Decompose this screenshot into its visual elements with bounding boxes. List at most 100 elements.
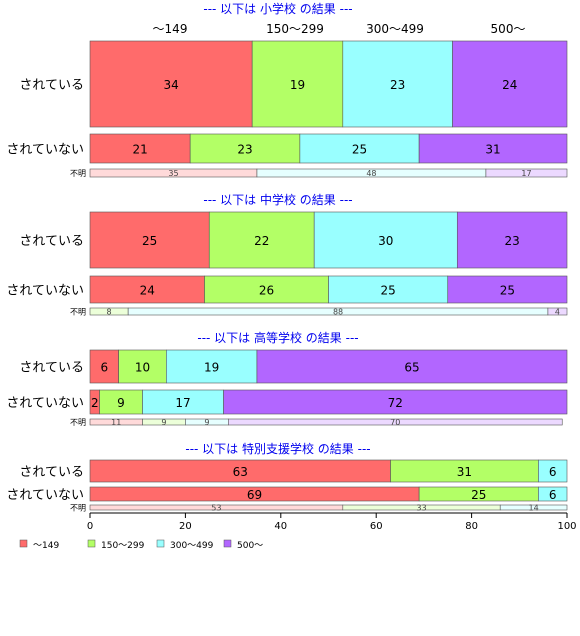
row-label: されている bbox=[19, 234, 84, 249]
legend-label: ～149 bbox=[33, 541, 59, 551]
legend-swatch bbox=[87, 539, 96, 548]
bar-value-label: 8 bbox=[107, 308, 112, 317]
bar-segment bbox=[118, 349, 167, 384]
bar-value-label: 11 bbox=[111, 418, 121, 427]
bar-value-label: 88 bbox=[333, 308, 343, 317]
x-tick-label: 80 bbox=[465, 521, 478, 532]
bar-segment bbox=[142, 389, 224, 415]
bar-value-label: 31 bbox=[457, 465, 472, 479]
x-tick-label: 60 bbox=[370, 521, 383, 532]
bar-value-label: 65 bbox=[404, 361, 419, 375]
bar-segment bbox=[89, 133, 191, 164]
bar-segment bbox=[342, 40, 453, 128]
bar-value-label: 26 bbox=[259, 284, 274, 298]
bar-segment bbox=[538, 459, 568, 483]
bar-value-label: 70 bbox=[390, 418, 400, 427]
row-label: されていない bbox=[6, 396, 84, 411]
column-header-label: ～149 bbox=[153, 22, 188, 36]
bar-value-label: 48 bbox=[366, 169, 376, 178]
bar-value-label: 53 bbox=[211, 504, 221, 513]
panel-title: --- 以下は 中学校 の結果 --- bbox=[203, 192, 352, 207]
bar-segment bbox=[485, 168, 568, 178]
bar-segment bbox=[89, 211, 210, 269]
row-label: 不明 bbox=[70, 418, 86, 427]
legend-label: 500～ bbox=[237, 541, 263, 551]
bar-segment bbox=[99, 389, 143, 415]
legend-swatch bbox=[19, 539, 28, 548]
bar-value-label: 25 bbox=[352, 143, 367, 157]
bar-value-label: 10 bbox=[135, 361, 150, 375]
bar-segment bbox=[547, 307, 568, 316]
bar-segment bbox=[418, 133, 568, 164]
bar-value-label: 63 bbox=[233, 465, 248, 479]
bar-value-label: 25 bbox=[142, 234, 157, 248]
bar-value-label: 4 bbox=[555, 308, 560, 317]
bar-value-label: 2 bbox=[91, 396, 99, 410]
bar-value-label: 9 bbox=[204, 418, 209, 427]
bar-value-label: 25 bbox=[500, 284, 515, 298]
bar-value-label: 21 bbox=[132, 143, 147, 157]
bar-value-label: 22 bbox=[254, 234, 269, 248]
x-tick-label: 0 bbox=[87, 521, 93, 532]
bar-segment bbox=[208, 211, 315, 269]
bar-value-label: 24 bbox=[502, 78, 517, 92]
bar-segment bbox=[452, 40, 568, 128]
bar-value-label: 31 bbox=[485, 143, 500, 157]
bar-value-label: 34 bbox=[163, 78, 178, 92]
bar-value-label: 19 bbox=[290, 78, 305, 92]
row-label: 不明 bbox=[70, 504, 86, 513]
bar-value-label: 6 bbox=[549, 488, 557, 502]
bar-value-label: 23 bbox=[505, 234, 520, 248]
bar-value-label: 6 bbox=[549, 465, 557, 479]
bar-segment bbox=[251, 40, 344, 128]
bar-segment bbox=[166, 349, 258, 384]
bar-segment bbox=[538, 486, 568, 502]
bar-value-label: 72 bbox=[388, 396, 403, 410]
column-header-label: 150～299 bbox=[266, 22, 324, 36]
bar-segment bbox=[89, 275, 205, 304]
legend-swatch bbox=[156, 539, 165, 548]
bar-value-label: 69 bbox=[247, 488, 262, 502]
legend-label: 150～299 bbox=[101, 541, 145, 551]
bar-segment bbox=[313, 211, 458, 269]
bar-value-label: 33 bbox=[416, 504, 426, 513]
bar-value-label: 19 bbox=[204, 361, 219, 375]
bar-segment bbox=[447, 275, 568, 304]
row-label: されている bbox=[19, 465, 84, 480]
bar-value-label: 25 bbox=[471, 488, 486, 502]
row-label: されていない bbox=[6, 284, 84, 299]
row-label: 不明 bbox=[70, 169, 86, 178]
legend-label: 300～499 bbox=[170, 541, 214, 551]
bar-value-label: 9 bbox=[161, 418, 166, 427]
panel-title: --- 以下は 小学校 の結果 --- bbox=[203, 1, 352, 16]
panel-title: --- 以下は 高等学校 の結果 --- bbox=[197, 330, 358, 345]
bar-value-label: 23 bbox=[237, 143, 252, 157]
bar-segment bbox=[189, 133, 301, 164]
bar-value-label: 35 bbox=[168, 169, 178, 178]
bar-segment bbox=[256, 349, 568, 384]
legend-swatch bbox=[223, 539, 232, 548]
bar-value-label: 23 bbox=[390, 78, 405, 92]
bar-value-label: 14 bbox=[529, 504, 539, 513]
bar-value-label: 6 bbox=[100, 361, 108, 375]
bar-value-label: 17 bbox=[521, 169, 531, 178]
bar-value-label: 24 bbox=[140, 284, 155, 298]
bar-segment bbox=[328, 275, 449, 304]
bar-value-label: 30 bbox=[378, 234, 393, 248]
panel-title: --- 以下は 特別支援学校 の結果 --- bbox=[185, 441, 370, 456]
bar-segment bbox=[89, 349, 119, 384]
row-label: されていない bbox=[6, 488, 84, 503]
bar-value-label: 9 bbox=[117, 396, 125, 410]
bar-value-label: 25 bbox=[380, 284, 395, 298]
x-tick-label: 20 bbox=[179, 521, 192, 532]
bar-segment bbox=[228, 418, 563, 426]
bar-segment bbox=[499, 504, 568, 511]
bar-segment bbox=[299, 133, 420, 164]
column-header-label: 500～ bbox=[491, 22, 526, 36]
x-tick-label: 40 bbox=[274, 521, 287, 532]
row-label: されている bbox=[19, 361, 84, 376]
bar-value-label: 17 bbox=[175, 396, 190, 410]
row-label: 不明 bbox=[70, 308, 86, 317]
x-tick-label: 100 bbox=[557, 521, 576, 532]
